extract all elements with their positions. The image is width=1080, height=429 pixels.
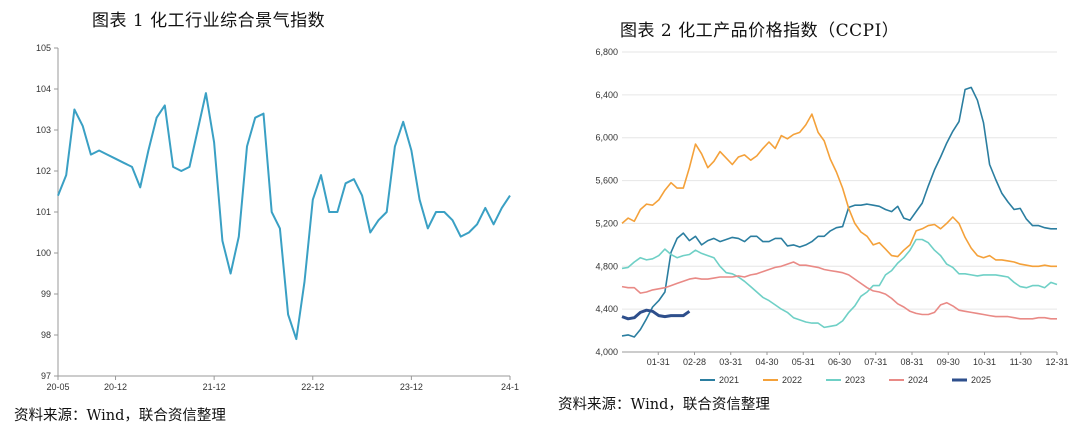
- series-line-2021: [621, 86, 1057, 338]
- x-tick-label: 11-30: [1010, 357, 1032, 367]
- x-tick-label: 20-12: [104, 382, 127, 392]
- x-tick-label: 04-30: [755, 357, 778, 367]
- y-tick-label: 100: [36, 248, 51, 258]
- x-tick-label: 08-31: [900, 357, 923, 367]
- legend-label-2025: 2025: [971, 375, 991, 385]
- series-line-2025: [621, 308, 691, 321]
- right-chart: 4,000 4,400 4,800 5,200 5,600 6,000 6,400 6,800…: [595, 47, 1068, 385]
- right-chart-title: 图表 2 化工产品价格指数（CCPI）: [620, 21, 900, 41]
- x-tick-label: 05-31: [792, 357, 815, 367]
- x-tick-label: 24-1: [501, 382, 519, 392]
- left-source-note: 资料来源：Wind，联合资信整理: [14, 408, 226, 424]
- x-tick-label: 22-12: [301, 382, 324, 392]
- y-tick-label: 97: [41, 371, 51, 381]
- y-tick-label: 105: [36, 43, 51, 53]
- legend-label-2024: 2024: [908, 375, 928, 385]
- series-line-composite-index: [57, 92, 511, 341]
- x-tick-label: 21-12: [203, 382, 226, 392]
- legend-label-2022: 2022: [782, 375, 802, 385]
- left-chart-title: 图表 1 化工行业综合景气指数: [92, 11, 326, 31]
- x-tick-label: 20-05: [46, 382, 69, 392]
- legend-label-2023: 2023: [845, 375, 865, 385]
- x-tick-label: 10-31: [973, 357, 996, 367]
- x-tick-label: 12-31: [1045, 357, 1068, 367]
- right-source-note: 资料来源：Wind，联合资信整理: [558, 397, 770, 413]
- x-tick-label: 03-31: [719, 357, 742, 367]
- x-tick-label: 02-28: [683, 357, 706, 367]
- y-tick-label: 5,600: [595, 176, 618, 186]
- y-tick-label: 103: [36, 125, 51, 135]
- y-tick-label: 98: [41, 330, 51, 340]
- y-tick-label: 101: [36, 207, 51, 217]
- series-line-2022: [621, 113, 1057, 268]
- y-tick-label: 102: [36, 166, 51, 176]
- y-tick-label: 6,400: [595, 90, 618, 100]
- y-tick-label: 4,000: [595, 347, 618, 357]
- series-line-2024: [621, 261, 1057, 320]
- y-tick-label: 5,200: [595, 218, 618, 228]
- y-tick-label: 6,000: [595, 133, 618, 143]
- y-tick-label: 6,800: [595, 47, 618, 57]
- x-tick-label: 06-30: [828, 357, 851, 367]
- y-tick-label: 104: [36, 84, 51, 94]
- series-line-2023: [621, 238, 1058, 329]
- x-tick-label: 09-30: [937, 357, 960, 367]
- x-tick-label: 07-31: [864, 357, 887, 367]
- x-tick-label: 01-31: [647, 357, 670, 367]
- y-tick-label: 4,400: [595, 304, 618, 314]
- left-chart: 97 98 99 100 101 102 103 104 105 20-05 20-12 21-12 2…: [36, 43, 519, 392]
- y-tick-label: 4,800: [595, 261, 618, 271]
- legend-label-2021: 2021: [719, 375, 739, 385]
- x-tick-label: 23-12: [400, 382, 423, 392]
- y-tick-label: 99: [41, 289, 51, 299]
